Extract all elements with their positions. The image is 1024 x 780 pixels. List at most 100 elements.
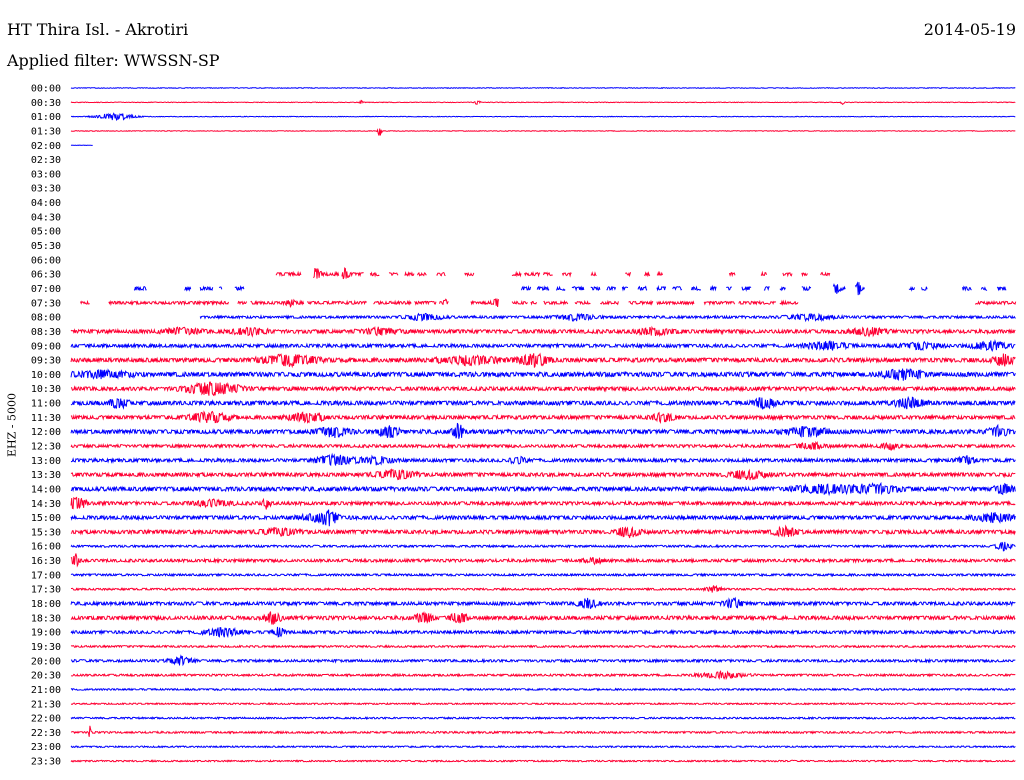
trace-0700-seg-28 bbox=[996, 286, 1007, 292]
trace-0630-seg-18 bbox=[760, 270, 767, 277]
row-label-1200: 12:00 bbox=[31, 427, 61, 438]
trace-0700-seg-5 bbox=[521, 285, 532, 291]
trace-2200-seg-0 bbox=[70, 716, 1016, 721]
row-label-1800: 18:00 bbox=[31, 599, 61, 610]
trace-0700-seg-21 bbox=[801, 285, 812, 292]
trace-0630-seg-21 bbox=[820, 271, 831, 277]
filter-label: Applied filter: WWSSN-SP bbox=[7, 51, 220, 70]
trace-0730-seg-18 bbox=[779, 299, 799, 307]
trace-1800-seg-0 bbox=[70, 596, 1016, 610]
trace-0730-seg-7 bbox=[439, 298, 449, 306]
trace-0630-seg-13 bbox=[590, 271, 597, 277]
trace-1500-seg-0 bbox=[70, 509, 1016, 527]
row-label-1530: 15:30 bbox=[31, 527, 61, 538]
row-label-1730: 17:30 bbox=[31, 585, 61, 596]
trace-0700-seg-13 bbox=[656, 284, 667, 292]
row-label-0230: 02:30 bbox=[31, 155, 61, 166]
row-label-1600: 16:00 bbox=[31, 542, 61, 553]
trace-0700-seg-9 bbox=[590, 285, 601, 291]
trace-0700-seg-4 bbox=[234, 284, 245, 292]
trace-0630-seg-14 bbox=[625, 272, 631, 278]
trace-0700-seg-19 bbox=[763, 286, 770, 291]
trace-1330-seg-0 bbox=[70, 468, 1016, 481]
row-label-0300: 03:00 bbox=[31, 169, 61, 180]
trace-1530-seg-0 bbox=[70, 524, 1016, 539]
trace-1600-seg-0 bbox=[70, 541, 1016, 552]
row-label-1000: 10:00 bbox=[31, 370, 61, 381]
trace-0630-seg-4 bbox=[388, 272, 399, 276]
trace-0800-seg-0 bbox=[199, 312, 1016, 323]
trace-1430-seg-0 bbox=[70, 496, 1016, 510]
trace-2030-seg-0 bbox=[70, 670, 1016, 681]
trace-0700-seg-14 bbox=[672, 286, 683, 291]
trace-0700-seg-24 bbox=[908, 286, 915, 292]
row-label-1230: 12:30 bbox=[31, 442, 61, 453]
seismic-traces bbox=[70, 87, 1017, 763]
trace-2000-seg-0 bbox=[70, 654, 1016, 667]
station-title: HT Thira Isl. - Akrotiri bbox=[7, 20, 189, 39]
trace-0730-seg-19 bbox=[975, 299, 1017, 306]
trace-1200-seg-0 bbox=[70, 422, 1016, 439]
trace-0730-seg-16 bbox=[703, 300, 736, 306]
trace-0630-seg-0 bbox=[275, 270, 302, 277]
row-label-2200: 22:00 bbox=[31, 714, 61, 725]
record-date: 2014-05-19 bbox=[923, 20, 1016, 39]
trace-2230-seg-0 bbox=[70, 725, 1016, 737]
trace-0630-seg-12 bbox=[561, 271, 572, 278]
row-label-1300: 13:00 bbox=[31, 456, 61, 467]
trace-0930-seg-0 bbox=[70, 352, 1016, 369]
row-label-0000: 00:00 bbox=[31, 84, 61, 95]
trace-0630-seg-19 bbox=[782, 271, 793, 278]
trace-0630-seg-16 bbox=[656, 270, 663, 276]
row-label-1330: 13:30 bbox=[31, 470, 61, 481]
trace-0900-seg-0 bbox=[70, 339, 1016, 352]
trace-0730-seg-14 bbox=[628, 299, 654, 306]
row-label-0430: 04:30 bbox=[31, 212, 61, 223]
trace-0700-seg-27 bbox=[980, 286, 988, 291]
trace-0630-seg-10 bbox=[524, 270, 541, 278]
trace-0100-seg-0 bbox=[71, 112, 1016, 121]
row-label-0700: 07:00 bbox=[31, 284, 61, 295]
trace-2100-seg-0 bbox=[70, 687, 1016, 692]
trace-0030-seg-0 bbox=[70, 99, 1016, 105]
trace-0700-seg-7 bbox=[555, 285, 566, 292]
trace-0630-seg-5 bbox=[404, 270, 415, 277]
row-label-1900: 19:00 bbox=[31, 628, 61, 639]
trace-0700-seg-3 bbox=[218, 286, 223, 290]
trace-1100-seg-0 bbox=[70, 395, 1016, 410]
trace-0630-seg-20 bbox=[801, 272, 808, 278]
trace-0700-seg-2 bbox=[199, 285, 214, 292]
trace-0700-seg-25 bbox=[921, 286, 928, 291]
row-label-2130: 21:30 bbox=[31, 699, 61, 710]
trace-0700-seg-16 bbox=[709, 284, 717, 292]
trace-0730-seg-3 bbox=[250, 298, 305, 309]
row-label-0400: 04:00 bbox=[31, 198, 61, 209]
row-label-0830: 08:30 bbox=[31, 327, 61, 338]
row-label-2100: 21:00 bbox=[31, 685, 61, 696]
trace-1130-seg-0 bbox=[70, 410, 1016, 424]
trace-1930-seg-0 bbox=[70, 644, 1016, 649]
trace-0730-seg-0 bbox=[80, 299, 90, 305]
trace-0700-seg-6 bbox=[536, 285, 550, 291]
trace-0630-seg-6 bbox=[417, 271, 427, 277]
trace-0730-seg-5 bbox=[373, 299, 412, 306]
trace-0730-seg-1 bbox=[108, 299, 229, 307]
trace-0630-seg-8 bbox=[464, 271, 475, 278]
row-label-0330: 03:30 bbox=[31, 184, 61, 195]
trace-0700-seg-8 bbox=[571, 285, 585, 292]
trace-0700-seg-12 bbox=[637, 285, 648, 292]
trace-1230-seg-0 bbox=[70, 440, 1016, 451]
trace-0700-seg-10 bbox=[606, 285, 617, 292]
trace-2300-seg-0 bbox=[70, 744, 1016, 749]
trace-1300-seg-0 bbox=[70, 452, 1016, 467]
row-label-1830: 18:30 bbox=[31, 613, 61, 624]
trace-1000-seg-0 bbox=[70, 368, 1016, 381]
row-label-0900: 09:00 bbox=[31, 341, 61, 352]
trace-0730-seg-10 bbox=[530, 300, 537, 306]
trace-0630-seg-3 bbox=[369, 271, 380, 278]
row-label-2230: 22:30 bbox=[31, 728, 61, 739]
trace-0700-seg-0 bbox=[133, 285, 147, 292]
trace-0700-seg-1 bbox=[184, 286, 192, 292]
row-label-0800: 08:00 bbox=[31, 313, 61, 324]
trace-0630-seg-7 bbox=[436, 272, 446, 277]
